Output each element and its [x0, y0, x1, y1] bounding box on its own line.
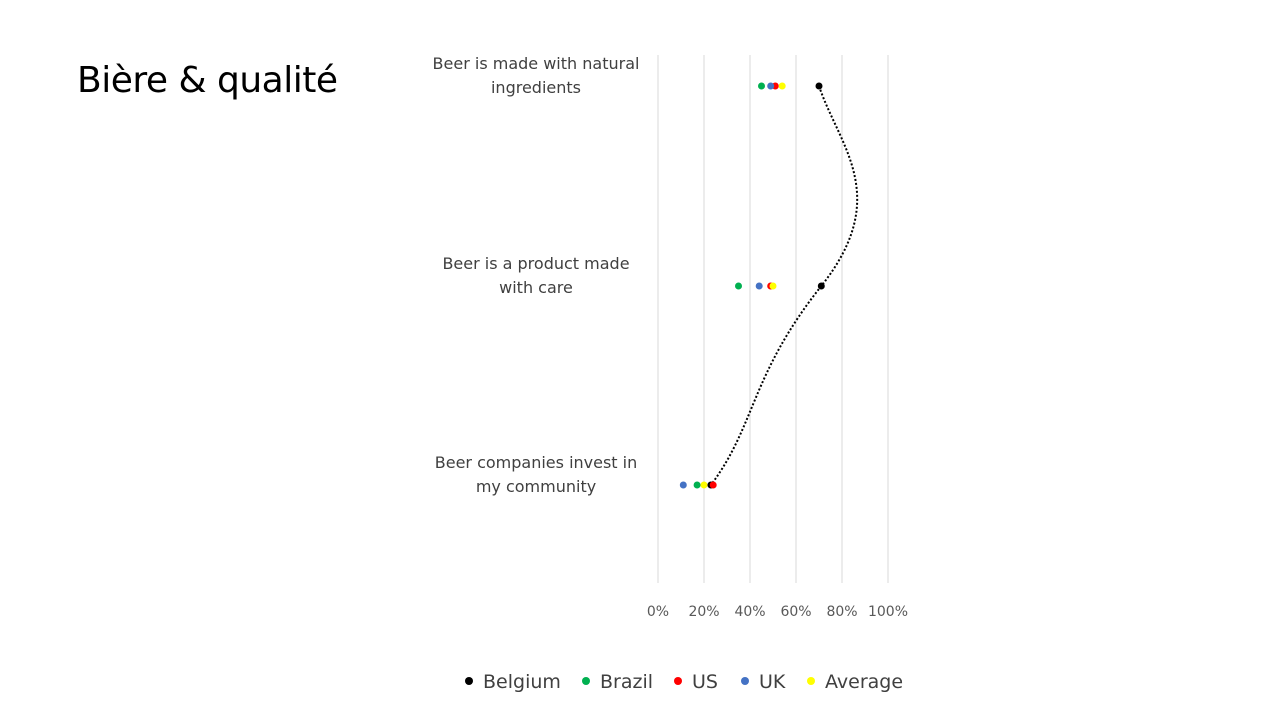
category-labels: Beer is made with natural ingredients Beer…	[433, 54, 640, 496]
legend-label-brazil: Brazil	[600, 671, 653, 693]
legend-label-belgium: Belgium	[483, 671, 561, 693]
legend-marker-us	[674, 677, 682, 685]
point-brazil-1	[735, 282, 742, 290]
point-us-2	[709, 481, 717, 489]
legend-marker-uk	[741, 677, 749, 685]
category-label: Beer companies invest in	[435, 453, 638, 472]
point-average-2	[700, 481, 708, 489]
point-average-1	[769, 282, 777, 290]
point-uk-0	[767, 82, 775, 90]
point-brazil-0	[758, 82, 765, 90]
point-belgium-1	[817, 282, 825, 290]
category-label: Beer is made with natural	[433, 54, 640, 73]
legend-marker-belgium	[465, 677, 473, 685]
legend-label-average: Average	[825, 671, 903, 693]
x-tick-label: 40%	[734, 604, 765, 620]
category-label: ingredients	[491, 78, 581, 97]
point-brazil-2	[693, 481, 701, 489]
legend: Belgium Brazil US UK Average	[465, 671, 903, 693]
x-tick-label: 60%	[780, 604, 811, 620]
category-label: my community	[476, 477, 596, 496]
data-points	[679, 82, 825, 489]
gridlines	[657, 55, 889, 583]
x-tick-label: 80%	[826, 604, 857, 620]
legend-label-us: US	[692, 671, 718, 693]
point-belgium-0	[815, 82, 823, 90]
category-label: Beer is a product made	[442, 254, 629, 273]
belgium-trendline	[710, 85, 859, 486]
slide-title: Bière & qualité	[77, 60, 338, 101]
x-tick-label: 20%	[688, 604, 719, 620]
point-uk-2	[679, 481, 687, 489]
x-axis-tick-labels: 0% 20% 40% 60% 80% 100%	[647, 604, 908, 620]
x-tick-label: 0%	[647, 604, 669, 620]
x-tick-label: 100%	[868, 604, 908, 620]
legend-marker-brazil	[582, 677, 590, 685]
point-average-0	[778, 82, 786, 90]
category-label: with care	[499, 278, 573, 297]
legend-label-uk: UK	[759, 671, 786, 693]
legend-marker-average	[807, 677, 815, 685]
point-uk-1	[755, 282, 763, 290]
